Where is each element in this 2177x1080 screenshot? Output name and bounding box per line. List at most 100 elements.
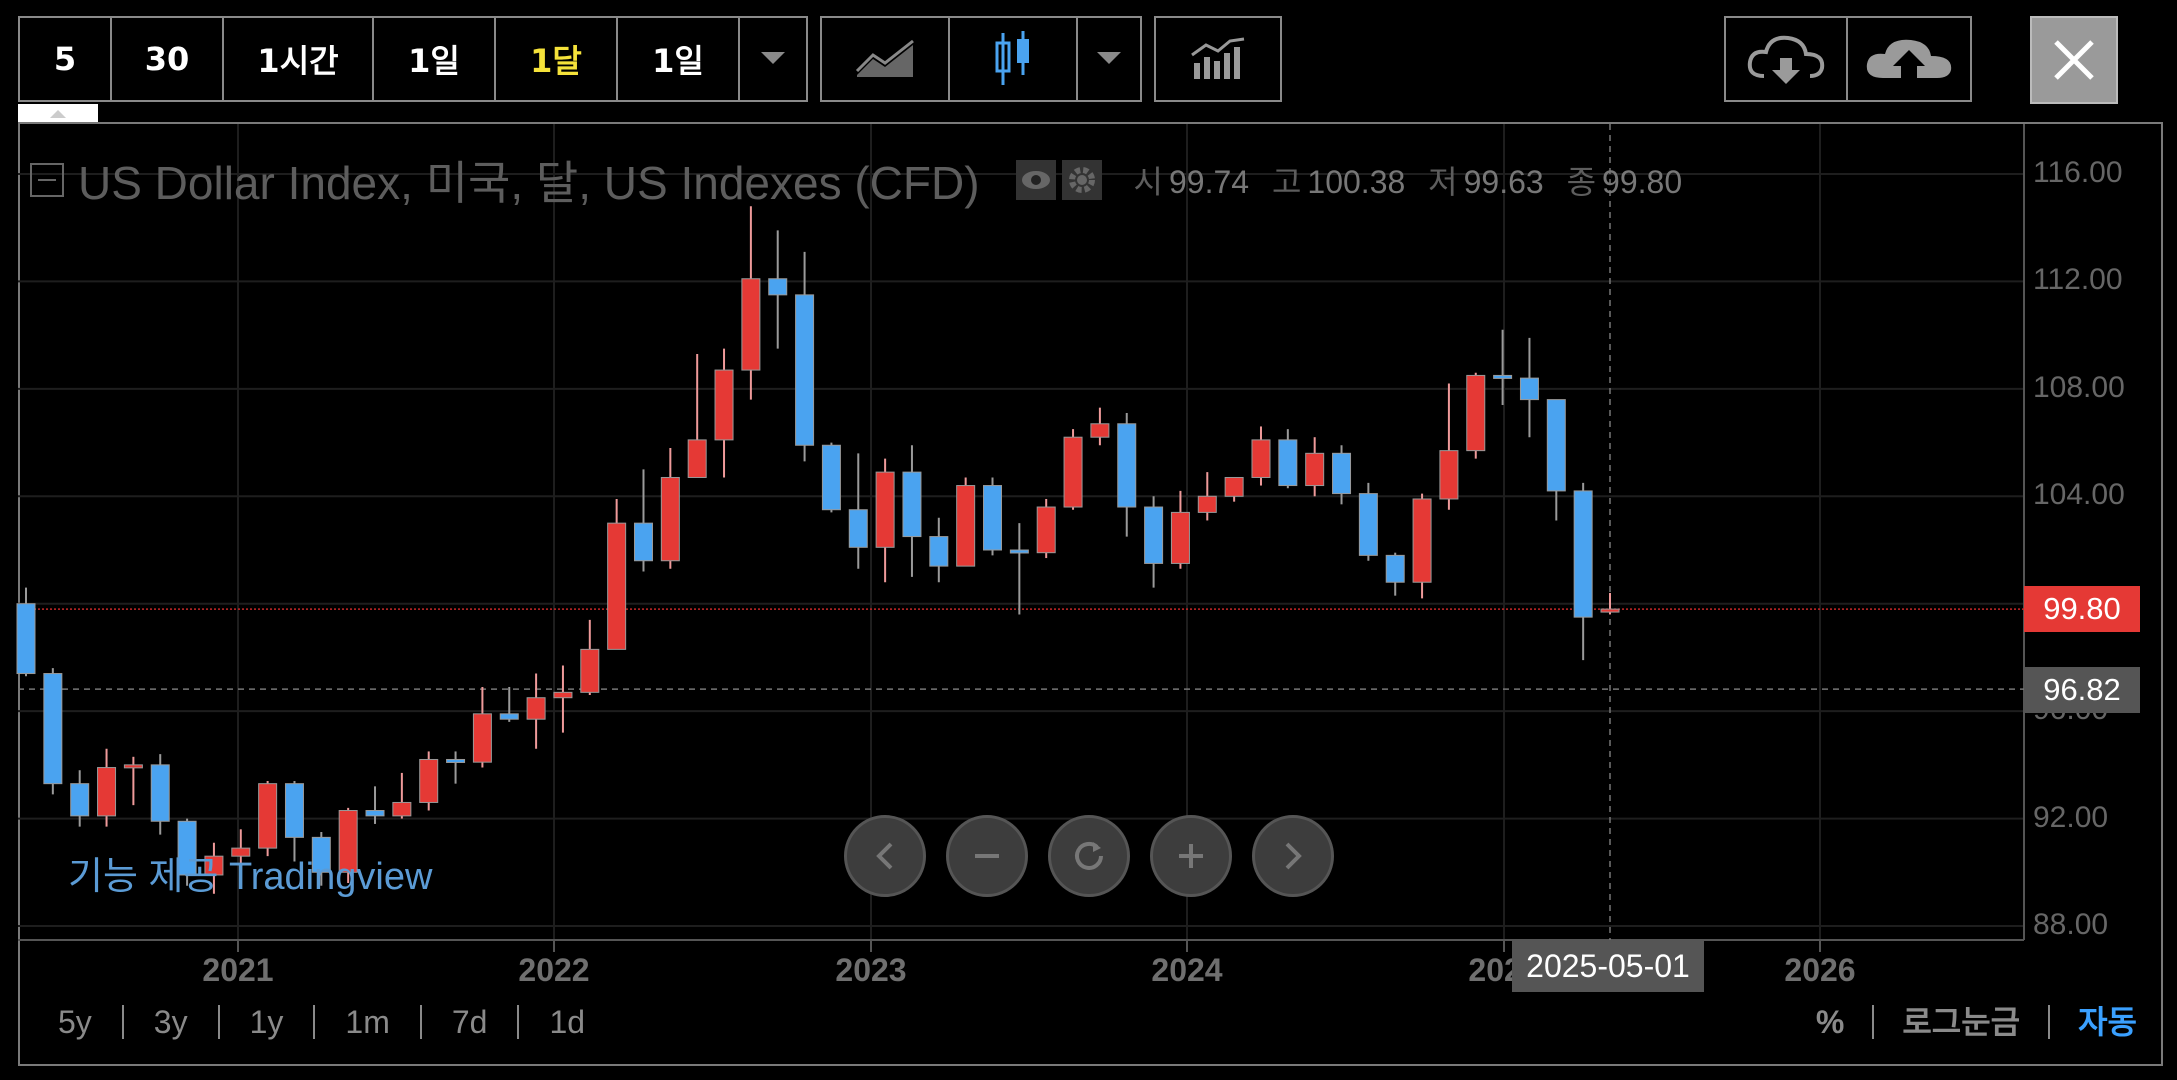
- open-label: 시: [1133, 164, 1163, 200]
- range-5y[interactable]: 5y: [40, 1005, 124, 1039]
- collapse-legend-icon[interactable]: [30, 163, 64, 197]
- candle-body: [1251, 439, 1271, 478]
- candle-chart-button[interactable]: [950, 18, 1078, 100]
- cloud-upload-icon: [1866, 39, 1952, 78]
- candle-body: [1519, 377, 1539, 401]
- candle-body: [741, 278, 761, 371]
- candle-body: [983, 485, 1003, 551]
- interval-5-button[interactable]: 5: [20, 18, 112, 100]
- candle-body: [1546, 399, 1566, 492]
- zoom-out-button[interactable]: [946, 815, 1028, 897]
- candle-body: [714, 369, 734, 441]
- crosshair-date-tag: 2025-05-01: [1512, 940, 1704, 992]
- time-axis-label: 2023: [835, 952, 907, 988]
- time-axis-label: 2022: [518, 952, 590, 988]
- cloud-upload-button[interactable]: [1848, 18, 1970, 100]
- price-axis-label: 108.00: [2033, 370, 2125, 404]
- symbol-title: US Dollar Index, 미국, 달, US Indexes (CFD): [78, 157, 980, 209]
- candle-body: [795, 294, 815, 446]
- interval-1month-button[interactable]: 1달: [496, 18, 618, 100]
- close-label: 종: [1566, 164, 1597, 200]
- candle-body: [16, 603, 36, 675]
- range-3y[interactable]: 3y: [124, 1005, 220, 1039]
- candle-body: [1197, 495, 1217, 513]
- candle-body: [338, 810, 358, 873]
- range-1m[interactable]: 1m: [315, 1005, 422, 1039]
- cloud-toolbar: [1724, 16, 1972, 102]
- up-caret-icon: [50, 110, 66, 118]
- time-axis-label: 2024: [1151, 952, 1223, 988]
- candle-body: [956, 485, 976, 567]
- cloud-download-icon: [1747, 35, 1825, 84]
- candle-body: [150, 764, 170, 822]
- candle-body: [553, 691, 573, 699]
- candle-body: [768, 278, 788, 296]
- chevron-left-icon: [876, 842, 893, 870]
- candle-body: [43, 673, 63, 785]
- reset-button[interactable]: [1048, 815, 1130, 897]
- scroll-right-button[interactable]: [1252, 815, 1334, 897]
- line-chart-icon: [855, 39, 914, 77]
- candle-body: [1063, 436, 1083, 508]
- log-scale-toggle[interactable]: 로그눈금: [1874, 1005, 2051, 1039]
- candle-body: [1224, 476, 1244, 497]
- candle-body: [687, 439, 707, 478]
- interval-1hour-button[interactable]: 1시간: [224, 18, 374, 100]
- candle-body: [472, 713, 492, 763]
- low-label: 저: [1428, 164, 1458, 200]
- candle-body: [1278, 439, 1298, 487]
- low-value: 99.63: [1463, 164, 1544, 200]
- interval-30-button[interactable]: 30: [112, 18, 224, 100]
- range-selector: 5y 3y 1y 1m 7d 1d: [40, 1005, 615, 1039]
- indicators-button[interactable]: [1156, 18, 1280, 100]
- tradingview-credit[interactable]: 기능 제공 Tradingview: [68, 856, 433, 898]
- candle-body: [1600, 608, 1620, 613]
- interval-dropdown-button[interactable]: [740, 18, 806, 100]
- candle-body: [258, 783, 278, 849]
- candle-body: [1493, 374, 1513, 379]
- indicators-icon: [1191, 37, 1245, 79]
- chart-type-dropdown-button[interactable]: [1078, 18, 1140, 100]
- candle-body: [1358, 493, 1378, 556]
- candle-body: [419, 758, 439, 803]
- candle-body: [499, 713, 519, 720]
- last-price-tag: 99.80: [2024, 586, 2140, 632]
- price-axis-label: 112.00: [2033, 263, 2123, 297]
- crosshair-price-tag: 96.82: [2024, 667, 2140, 713]
- auto-scale-toggle[interactable]: 자동: [2078, 1004, 2137, 1040]
- line-chart-button[interactable]: [822, 18, 950, 100]
- chevron-right-icon: [1285, 842, 1302, 870]
- minus-icon: [975, 854, 999, 858]
- candle-body: [97, 767, 117, 817]
- candle-body: [607, 522, 627, 650]
- candle-body: [123, 764, 143, 769]
- zoom-in-button[interactable]: [1150, 815, 1232, 897]
- candle-body: [177, 820, 197, 876]
- interval-toolbar: 5 30 1시간 1일 1달 1일: [18, 16, 808, 102]
- candle-body: [1009, 549, 1029, 554]
- candle-body: [311, 836, 331, 873]
- range-7d[interactable]: 7d: [422, 1005, 520, 1039]
- candle-body: [526, 697, 546, 720]
- interval-1day-button[interactable]: 1일: [374, 18, 496, 100]
- time-axis-label: 2021: [202, 952, 274, 988]
- chart-type-toolbar: [820, 16, 1142, 102]
- gear-icon[interactable]: [1061, 160, 1102, 200]
- candle-body: [875, 471, 895, 548]
- eye-icon[interactable]: [1015, 160, 1056, 200]
- chart-frame: [18, 122, 2163, 1066]
- chevron-down-icon: [1097, 52, 1121, 64]
- price-axis-label: 88.00: [2033, 908, 2109, 941]
- candle-body: [1170, 511, 1190, 564]
- range-1d[interactable]: 1d: [549, 1004, 586, 1040]
- candle-body: [580, 648, 600, 693]
- range-1y[interactable]: 1y: [220, 1005, 316, 1039]
- interval-1day-alt-button[interactable]: 1일: [618, 18, 740, 100]
- candle-body: [1385, 554, 1405, 583]
- candle-body: [1090, 423, 1110, 438]
- scroll-left-button[interactable]: [844, 815, 926, 897]
- close-button[interactable]: [2030, 16, 2118, 104]
- cloud-download-button[interactable]: [1726, 18, 1848, 100]
- percent-scale-toggle[interactable]: %: [1788, 1005, 1875, 1039]
